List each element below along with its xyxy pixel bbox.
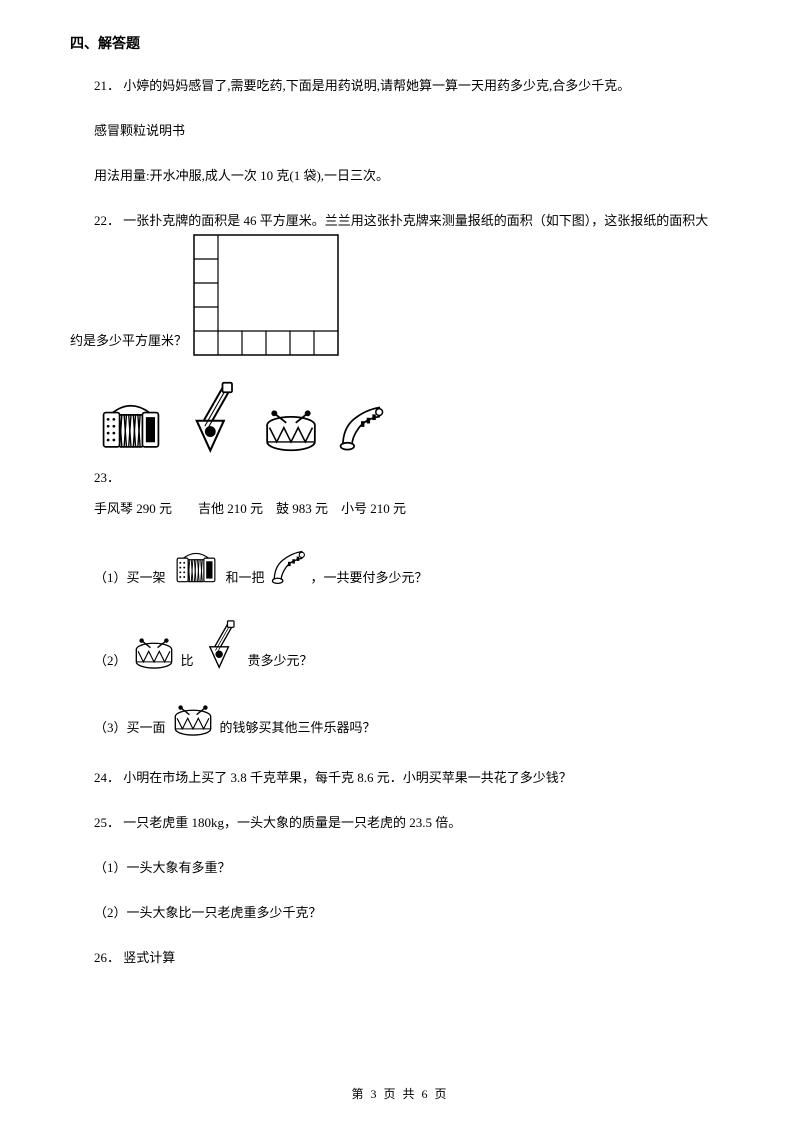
- q23-num: 23．: [70, 468, 730, 489]
- q23-sub1: （1）买一架 和一把 ，一共要付多少元？: [70, 544, 730, 595]
- guitar-icon: [198, 619, 244, 678]
- drum-icon: [260, 404, 322, 463]
- trumpet-icon: [269, 546, 307, 595]
- trumpet-icon: [336, 400, 386, 463]
- question-22: 22． 一张扑克牌的面积是 46 平方厘米。兰兰用这张扑克牌来测量报纸的面积（如…: [70, 211, 730, 356]
- q25-text: 一只老虎重 180kg，一头大象的质量是一只老虎的 23.5 倍。: [123, 815, 461, 830]
- q23-s3b: 的钱够买其他三件乐器吗？: [220, 718, 376, 745]
- grid-diagram: [193, 234, 339, 356]
- question-24: 24． 小明在市场上买了 3.8 千克苹果，每千克 8.6 元．小明买苹果一共花…: [70, 768, 730, 789]
- q22-line2: 约是多少平方厘米？: [70, 331, 187, 356]
- section-title: 四、解答题: [70, 34, 730, 56]
- page-footer: 第 3 页 共 6 页: [0, 1085, 800, 1104]
- q24-num: 24．: [94, 770, 120, 785]
- q25-s1: （1）一头大象有多重？: [70, 858, 730, 879]
- q21-num: 21．: [94, 78, 120, 93]
- accordion-icon: [170, 544, 222, 595]
- q23-sub3: （3）买一面 的钱够买其他三件乐器吗？: [70, 702, 730, 745]
- q22-num: 22．: [94, 213, 120, 228]
- q23-s3a: （3）买一面: [94, 718, 166, 745]
- q23-s1b: 和一把: [226, 568, 265, 595]
- q21-box-line: 用法用量:开水冲服,成人一次 10 克(1 袋),一日三次。: [70, 166, 730, 187]
- q25-num: 25．: [94, 815, 120, 830]
- accordion-icon: [96, 392, 166, 463]
- drum-icon: [131, 635, 177, 678]
- instrument-row: [94, 380, 730, 463]
- q23-s1c: ，一共要付多少元？: [311, 568, 428, 595]
- question-25: 25． 一只老虎重 180kg，一头大象的质量是一只老虎的 23.5 倍。: [70, 813, 730, 834]
- q21-box-title: 感冒颗粒说明书: [70, 121, 730, 142]
- guitar-icon: [180, 380, 246, 463]
- q25-s2: （2）一头大象比一只老虎重多少千克？: [70, 903, 730, 924]
- q23-prices: 手风琴 290 元 吉他 210 元 鼓 983 元 小号 210 元: [70, 499, 730, 520]
- question-21: 21． 小婷的妈妈感冒了,需要吃药,下面是用药说明,请帮她算一算一天用药多少克,…: [70, 76, 730, 97]
- q23-s2a: （2）: [94, 651, 127, 678]
- q26-num: 26．: [94, 950, 120, 965]
- drum-icon: [170, 702, 216, 745]
- q22-line1: 一张扑克牌的面积是 46 平方厘米。兰兰用这张扑克牌来测量报纸的面积（如下图），…: [123, 213, 708, 228]
- question-26: 26． 竖式计算: [70, 948, 730, 969]
- q23-s1a: （1）买一架: [94, 568, 166, 595]
- q21-text: 小婷的妈妈感冒了,需要吃药,下面是用药说明,请帮她算一算一天用药多少克,合多少千…: [123, 78, 630, 93]
- q23-s2c: 贵多少元？: [248, 651, 313, 678]
- q23-s2b: 比: [181, 651, 194, 678]
- q23-sub2: （2） 比 贵多少元？: [70, 619, 730, 678]
- q24-text: 小明在市场上买了 3.8 千克苹果，每千克 8.6 元．小明买苹果一共花了多少钱…: [123, 770, 572, 785]
- q26-text: 竖式计算: [123, 950, 175, 965]
